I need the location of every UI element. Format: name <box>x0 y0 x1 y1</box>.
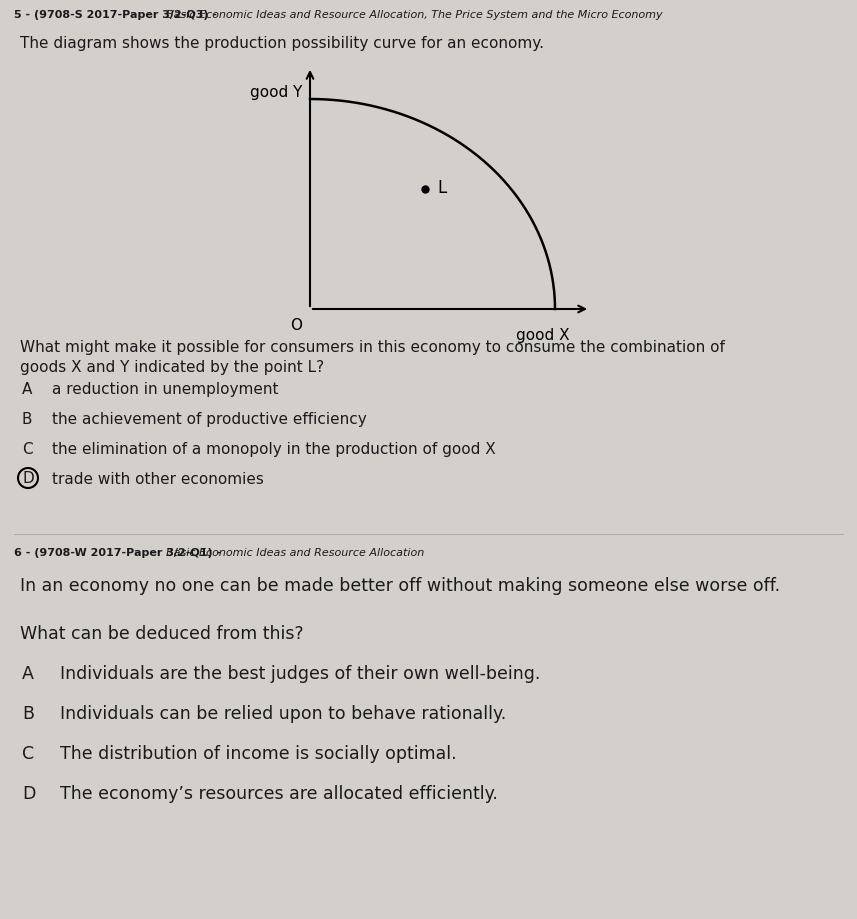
Text: 5 - (9708-S 2017-Paper 3/2-Q3) -: 5 - (9708-S 2017-Paper 3/2-Q3) - <box>14 10 221 20</box>
Text: the elimination of a monopoly in the production of good X: the elimination of a monopoly in the pro… <box>52 441 495 457</box>
Text: O: O <box>290 318 302 333</box>
Text: The diagram shows the production possibility curve for an economy.: The diagram shows the production possibi… <box>20 36 544 51</box>
Text: a reduction in unemployment: a reduction in unemployment <box>52 381 279 397</box>
Text: D: D <box>22 784 35 802</box>
Text: trade with other economies: trade with other economies <box>52 471 264 486</box>
Text: B: B <box>22 704 34 722</box>
Text: B: B <box>22 412 33 426</box>
Text: The distribution of income is socially optimal.: The distribution of income is socially o… <box>60 744 457 762</box>
Text: What might make it possible for consumers in this economy to consume the combina: What might make it possible for consumer… <box>20 340 725 355</box>
Text: good X: good X <box>517 328 570 343</box>
Text: The economy’s resources are allocated efficiently.: The economy’s resources are allocated ef… <box>60 784 498 802</box>
Text: A: A <box>22 664 34 682</box>
Text: C: C <box>22 744 34 762</box>
Text: D: D <box>22 471 34 486</box>
Text: What can be deduced from this?: What can be deduced from this? <box>20 624 303 642</box>
Text: L: L <box>437 179 446 197</box>
Text: Individuals are the best judges of their own well-being.: Individuals are the best judges of their… <box>60 664 541 682</box>
Text: C: C <box>22 441 33 457</box>
Text: 6 - (9708-W 2017-Paper 3/2-Q1) -: 6 - (9708-W 2017-Paper 3/2-Q1) - <box>14 548 225 558</box>
Text: Individuals can be relied upon to behave rationally.: Individuals can be relied upon to behave… <box>60 704 506 722</box>
Text: goods X and Y indicated by the point L?: goods X and Y indicated by the point L? <box>20 359 324 375</box>
Text: good Y: good Y <box>249 85 302 100</box>
Text: A: A <box>22 381 33 397</box>
Text: Basic Economic Ideas and Resource Allocation: Basic Economic Ideas and Resource Alloca… <box>166 548 425 558</box>
Text: the achievement of productive efficiency: the achievement of productive efficiency <box>52 412 367 426</box>
Text: Basic Economic Ideas and Resource Allocation, The Price System and the Micro Eco: Basic Economic Ideas and Resource Alloca… <box>166 10 663 20</box>
Text: In an economy no one can be made better off without making someone else worse of: In an economy no one can be made better … <box>20 576 780 595</box>
